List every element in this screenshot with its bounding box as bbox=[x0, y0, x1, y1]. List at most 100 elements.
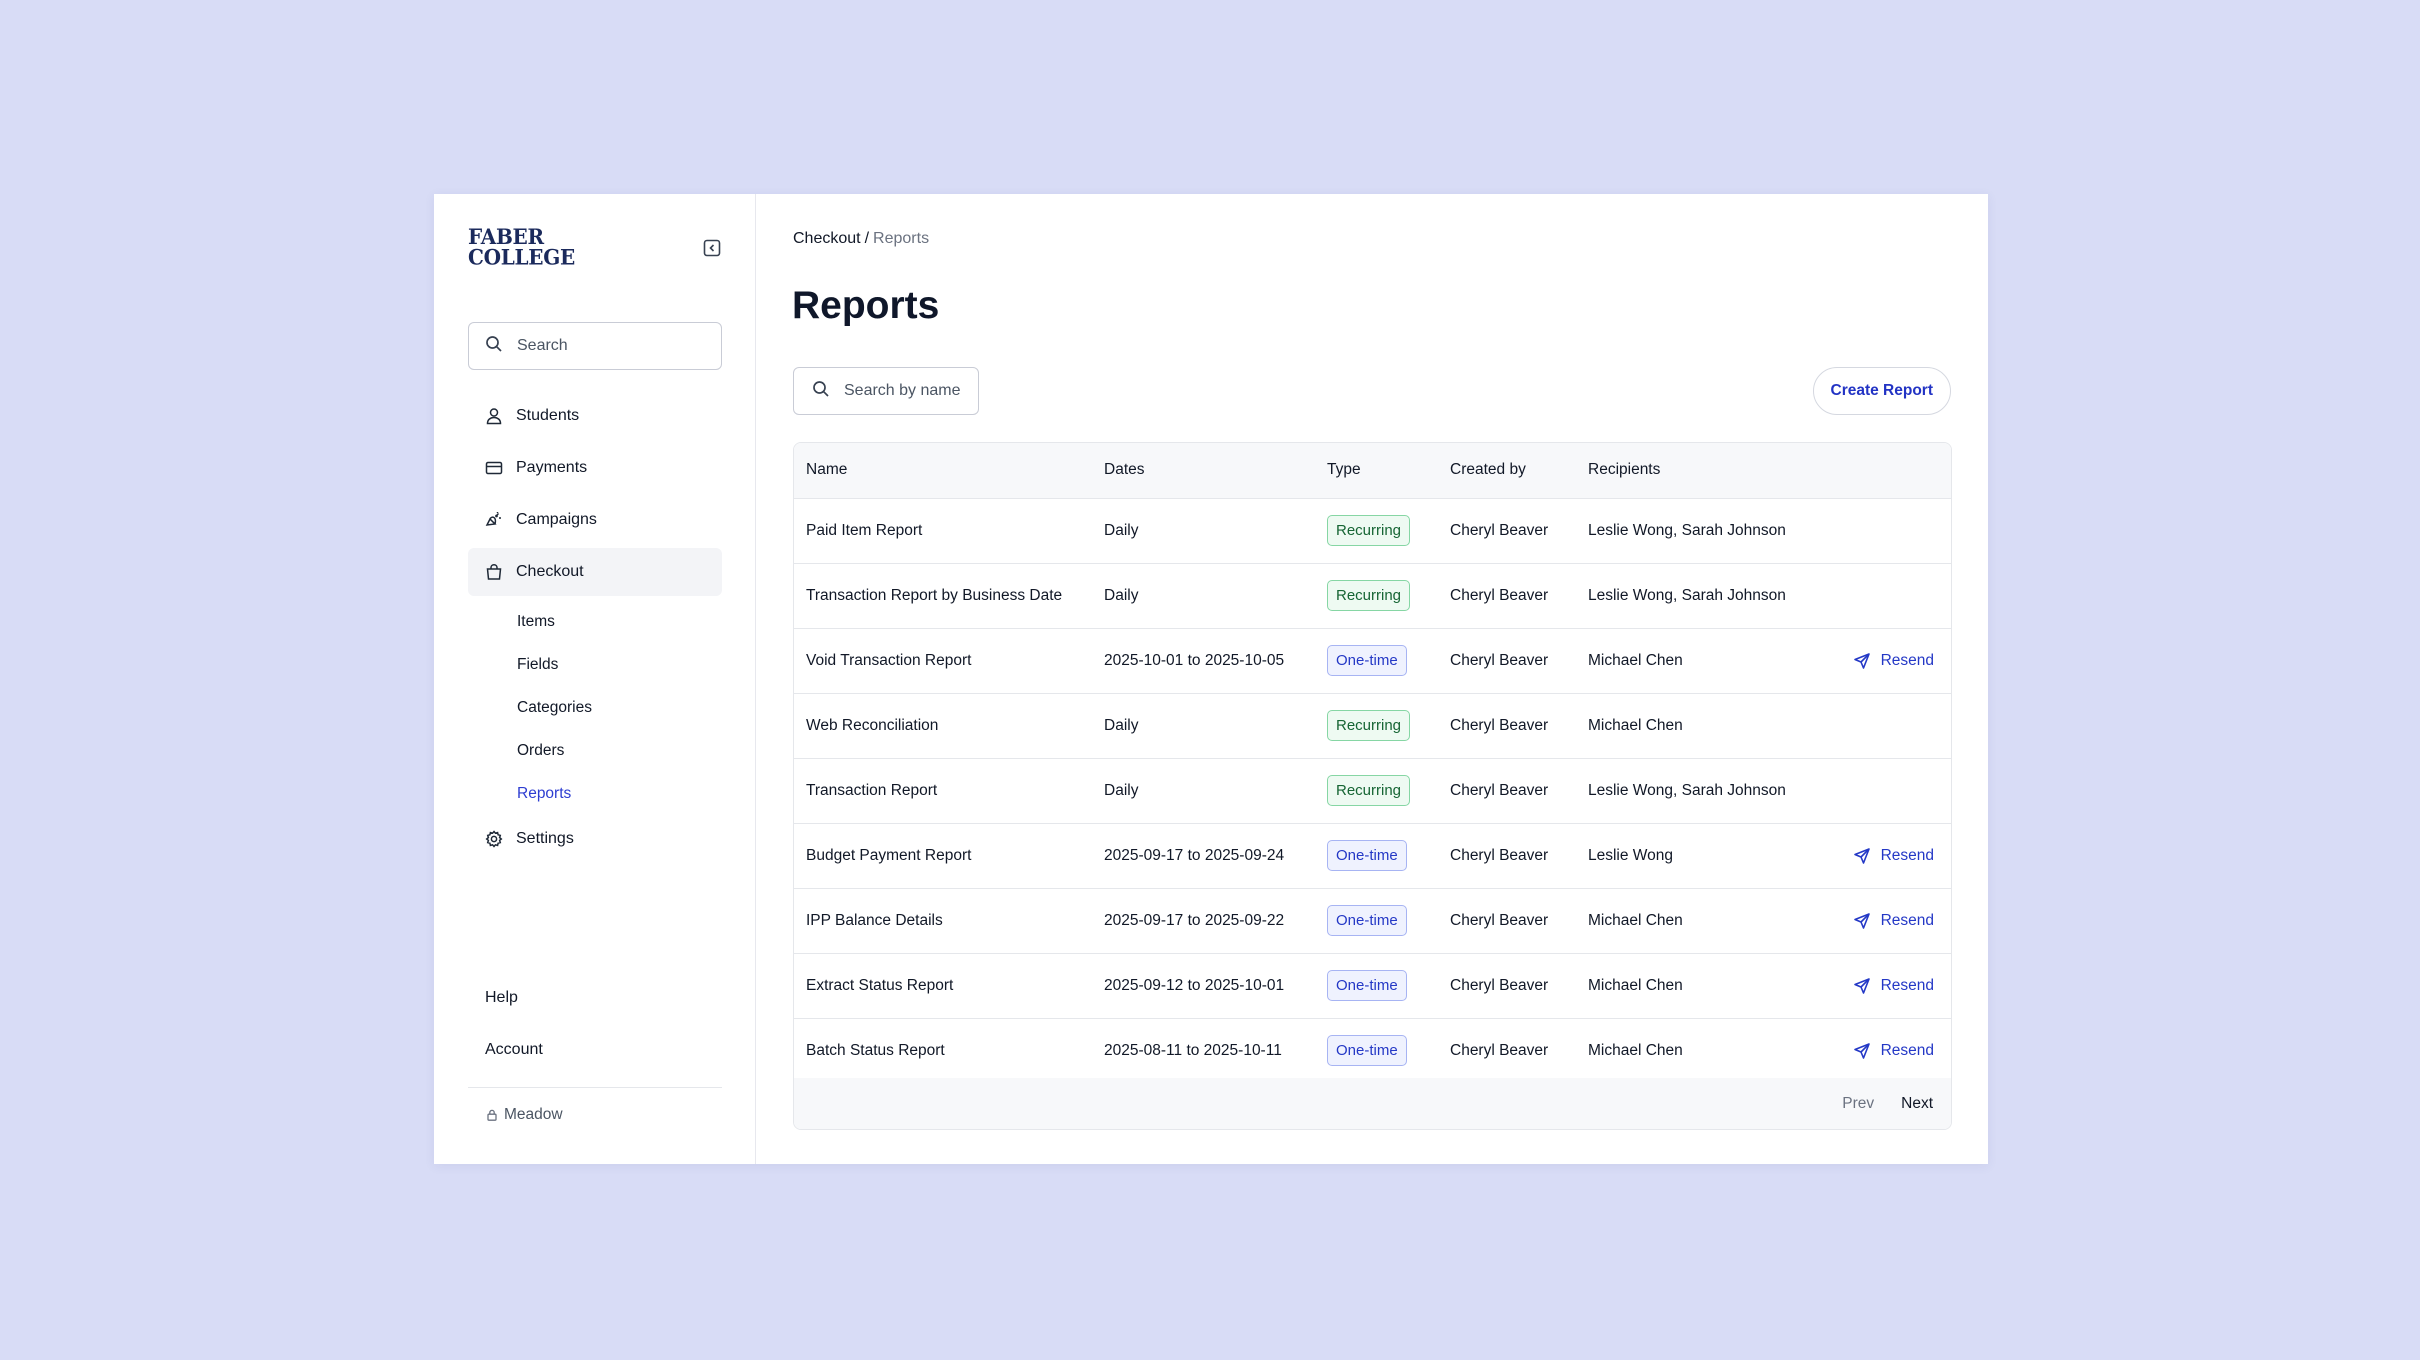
sidebar-nav: Students Payments Campaigns Checkout bbox=[468, 392, 722, 867]
resend-button[interactable]: Resend bbox=[1853, 652, 1934, 670]
report-created-by: Cheryl Beaver bbox=[1450, 716, 1549, 734]
report-recipients: Michael Chen bbox=[1588, 976, 1683, 994]
report-name[interactable]: Extract Status Report bbox=[806, 976, 954, 994]
subnav-item-categories[interactable]: Categories bbox=[517, 698, 592, 716]
subnav-item-reports[interactable]: Reports bbox=[517, 784, 572, 802]
resend-button[interactable]: Resend bbox=[1853, 1042, 1934, 1060]
report-recipients: Michael Chen bbox=[1588, 651, 1683, 669]
breadcrumb-parent[interactable]: Checkout bbox=[793, 230, 861, 247]
sidebar-search[interactable] bbox=[468, 322, 722, 370]
report-created-by: Cheryl Beaver bbox=[1450, 846, 1549, 864]
report-name[interactable]: Web Reconciliation bbox=[806, 716, 939, 734]
lock-icon bbox=[485, 1108, 499, 1122]
report-name[interactable]: IPP Balance Details bbox=[806, 911, 943, 929]
report-name[interactable]: Void Transaction Report bbox=[806, 651, 972, 669]
sidebar-item-settings[interactable]: Settings bbox=[468, 815, 722, 863]
report-name[interactable]: Transaction Report bbox=[806, 781, 938, 799]
create-report-button[interactable]: Create Report bbox=[1812, 367, 1951, 415]
report-created-by: Cheryl Beaver bbox=[1450, 781, 1549, 799]
sidebar-item-label: Settings bbox=[516, 830, 574, 847]
prev-page-button[interactable]: Prev bbox=[1842, 1094, 1875, 1112]
search-icon bbox=[812, 380, 830, 403]
table-row[interactable]: Transaction Report Daily Recurring Cheryl B… bbox=[794, 758, 1951, 823]
table-row[interactable]: Web Reconciliation Daily Recurring Cheryl B… bbox=[794, 693, 1951, 758]
breadcrumb: Checkout / Reports bbox=[793, 230, 929, 248]
report-name[interactable]: Paid Item Report bbox=[806, 521, 923, 539]
resend-label: Resend bbox=[1880, 976, 1934, 994]
sidebar-item-campaigns[interactable]: Campaigns bbox=[468, 496, 722, 544]
search-icon bbox=[485, 335, 503, 358]
report-name[interactable]: Batch Status Report bbox=[806, 1041, 945, 1059]
report-type-badge: Recurring bbox=[1327, 515, 1411, 546]
breadcrumb-separator: / bbox=[864, 230, 870, 247]
collapse-sidebar-icon[interactable] bbox=[702, 238, 722, 258]
report-dates: Daily bbox=[1104, 586, 1139, 604]
report-actions bbox=[1821, 563, 1951, 628]
report-type-cell: Recurring bbox=[1315, 758, 1438, 823]
help-link[interactable]: Help bbox=[485, 989, 518, 1006]
reports-search-input[interactable] bbox=[844, 382, 974, 400]
organization-switcher[interactable]: Meadow bbox=[485, 1106, 563, 1124]
report-actions: Resend bbox=[1821, 888, 1951, 953]
app-window: FABER COLLEGE Students bbox=[434, 194, 1988, 1164]
resend-button[interactable]: Resend bbox=[1853, 847, 1934, 865]
page-title: Reports bbox=[792, 284, 940, 327]
report-type-badge: One-time bbox=[1327, 970, 1407, 1001]
report-recipients: Leslie Wong, Sarah Johnson bbox=[1588, 586, 1786, 604]
send-icon bbox=[1853, 847, 1871, 865]
resend-label: Resend bbox=[1880, 846, 1934, 864]
sidebar-item-payments[interactable]: Payments bbox=[468, 444, 722, 492]
send-icon bbox=[1853, 652, 1871, 670]
table-row[interactable]: Transaction Report by Business Date Daily… bbox=[794, 563, 1951, 628]
report-created-by: Cheryl Beaver bbox=[1450, 976, 1549, 994]
table-row[interactable]: Paid Item Report Daily Recurring Cheryl Bea… bbox=[794, 498, 1951, 563]
report-actions: Resend bbox=[1821, 1018, 1951, 1083]
report-recipients: Michael Chen bbox=[1588, 716, 1683, 734]
reports-search[interactable] bbox=[793, 367, 979, 415]
organization-name: Meadow bbox=[504, 1106, 563, 1123]
sidebar-item-label: Checkout bbox=[516, 563, 584, 580]
report-type-cell: One-time bbox=[1315, 823, 1438, 888]
report-recipients: Michael Chen bbox=[1588, 1041, 1683, 1059]
resend-label: Resend bbox=[1880, 1041, 1934, 1059]
column-header-actions bbox=[1821, 443, 1951, 499]
subnav-item-orders[interactable]: Orders bbox=[517, 741, 565, 759]
resend-button[interactable]: Resend bbox=[1853, 977, 1934, 995]
report-actions: Resend bbox=[1821, 628, 1951, 693]
report-dates: 2025-08-11 to 2025-10-11 bbox=[1104, 1041, 1282, 1059]
report-created-by: Cheryl Beaver bbox=[1450, 1041, 1549, 1059]
subnav-item-items[interactable]: Items bbox=[517, 612, 555, 630]
subnav-item-fields[interactable]: Fields bbox=[517, 655, 559, 673]
account-link[interactable]: Account bbox=[485, 1041, 543, 1058]
report-type-cell: One-time bbox=[1315, 953, 1438, 1018]
column-header-created-by: Created by bbox=[1438, 443, 1576, 499]
table-row[interactable]: Extract Status Report 2025-09-12 to 2025-… bbox=[794, 953, 1951, 1018]
report-type-badge: One-time bbox=[1327, 645, 1407, 676]
report-type-cell: One-time bbox=[1315, 628, 1438, 693]
report-type-cell: Recurring bbox=[1315, 563, 1438, 628]
report-type-cell: Recurring bbox=[1315, 693, 1438, 758]
college-logo[interactable]: FABER COLLEGE bbox=[468, 225, 575, 270]
table-row[interactable]: Budget Payment Report 2025-09-17 to 2025-… bbox=[794, 823, 1951, 888]
main-content: Checkout/Reports Reports Create Report N… bbox=[756, 194, 1988, 1164]
logo-line-2: COLLEGE bbox=[468, 243, 575, 270]
report-dates: 2025-09-17 to 2025-09-22 bbox=[1104, 911, 1285, 929]
table-row[interactable]: Void Transaction Report 2025-10-01 to 202… bbox=[794, 628, 1951, 693]
report-actions bbox=[1821, 758, 1951, 823]
next-page-button[interactable]: Next bbox=[1901, 1094, 1933, 1112]
report-created-by: Cheryl Beaver bbox=[1450, 651, 1549, 669]
report-name[interactable]: Budget Payment Report bbox=[806, 846, 972, 864]
column-header-type: Type bbox=[1315, 443, 1438, 499]
pagination: Prev Next bbox=[794, 1078, 1951, 1129]
report-name[interactable]: Transaction Report by Business Date bbox=[806, 586, 1063, 604]
sidebar: FABER COLLEGE Students bbox=[434, 194, 756, 1164]
report-dates: 2025-10-01 to 2025-10-05 bbox=[1104, 651, 1285, 669]
column-header-recipients: Recipients bbox=[1576, 443, 1821, 499]
table-row[interactable]: IPP Balance Details 2025-09-17 to 2025-09… bbox=[794, 888, 1951, 953]
sidebar-item-students[interactable]: Students bbox=[468, 392, 722, 440]
resend-button[interactable]: Resend bbox=[1853, 912, 1934, 930]
sidebar-item-checkout[interactable]: Checkout bbox=[468, 548, 722, 596]
send-icon bbox=[1853, 1042, 1871, 1060]
table-row[interactable]: Batch Status Report 2025-08-11 to 2025-10… bbox=[794, 1018, 1951, 1083]
sidebar-search-input[interactable] bbox=[517, 337, 687, 355]
